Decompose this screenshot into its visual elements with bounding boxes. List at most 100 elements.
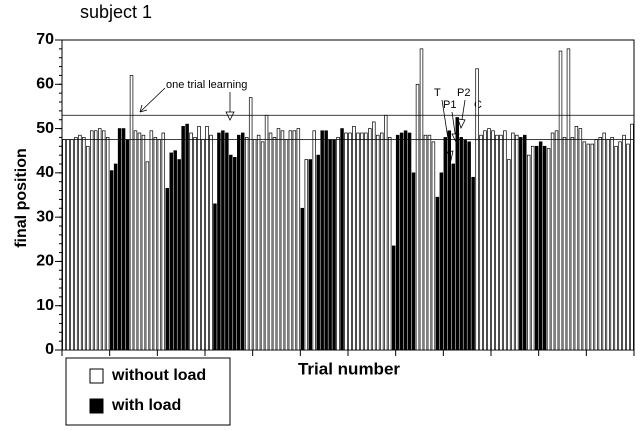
bar xyxy=(149,130,154,351)
bar xyxy=(495,134,499,351)
bar xyxy=(407,132,412,351)
bar xyxy=(209,134,213,351)
bar xyxy=(372,121,376,351)
bar xyxy=(233,157,237,351)
bar xyxy=(241,132,245,351)
bar xyxy=(90,130,94,351)
y-tick-label: 20 xyxy=(36,253,54,270)
bar xyxy=(121,128,126,351)
bar xyxy=(109,170,114,351)
bar xyxy=(185,123,189,351)
bar xyxy=(427,134,432,351)
bar xyxy=(129,75,134,351)
legend-swatch xyxy=(89,368,104,384)
annotation: P1 xyxy=(443,99,456,111)
bar xyxy=(145,161,150,351)
bar xyxy=(137,132,142,351)
bar xyxy=(364,132,368,351)
bar xyxy=(213,203,217,351)
bar xyxy=(467,141,471,351)
bar xyxy=(558,50,563,351)
annotation: one trial learning xyxy=(166,79,247,91)
bar xyxy=(94,130,98,351)
bar xyxy=(614,145,618,351)
bar xyxy=(141,134,146,351)
bar xyxy=(74,137,78,351)
bar xyxy=(463,139,467,351)
bar xyxy=(284,139,289,351)
bar xyxy=(344,132,348,351)
bar xyxy=(423,134,428,351)
bar xyxy=(221,130,225,351)
bar xyxy=(519,137,523,351)
bar xyxy=(395,134,400,351)
bar xyxy=(526,154,531,351)
bar xyxy=(578,128,583,351)
legend-label: with load xyxy=(111,397,181,414)
bar xyxy=(475,68,479,351)
bar xyxy=(193,137,197,351)
bar xyxy=(248,97,253,351)
bar xyxy=(312,130,316,351)
y-tick-label: 0 xyxy=(45,341,54,358)
y-tick-label: 60 xyxy=(36,76,54,93)
bar xyxy=(316,154,320,351)
bar xyxy=(201,139,205,351)
bar xyxy=(272,137,277,351)
bar xyxy=(546,148,551,351)
bar xyxy=(376,134,380,351)
bar xyxy=(538,141,543,351)
bar xyxy=(415,83,420,351)
bar xyxy=(252,139,257,351)
bar xyxy=(511,132,515,351)
bar xyxy=(328,139,332,351)
bar xyxy=(574,126,579,351)
bar xyxy=(260,141,265,351)
bar xyxy=(97,128,102,351)
bar xyxy=(384,114,388,351)
legend-swatch xyxy=(89,398,104,414)
bar xyxy=(336,137,340,351)
bar xyxy=(515,134,519,351)
bar xyxy=(62,139,66,351)
bar xyxy=(435,196,440,351)
bar xyxy=(360,132,364,351)
bar xyxy=(451,163,455,351)
bar xyxy=(105,137,110,351)
bar xyxy=(308,159,312,351)
bar xyxy=(320,130,324,351)
bar xyxy=(244,137,249,351)
bar xyxy=(582,141,587,351)
bar xyxy=(403,130,408,351)
bar xyxy=(189,132,193,351)
bar xyxy=(483,130,487,351)
bar xyxy=(523,134,527,351)
bar xyxy=(217,132,221,351)
bar xyxy=(324,130,328,351)
y-axis-label: final position xyxy=(13,148,30,248)
bar xyxy=(471,176,475,351)
bar xyxy=(570,137,575,351)
bar xyxy=(566,48,571,351)
bar xyxy=(499,134,503,351)
bar xyxy=(602,132,606,351)
bar xyxy=(352,126,356,351)
legend-label: without load xyxy=(111,367,206,384)
bar xyxy=(550,132,555,351)
bar xyxy=(447,130,452,351)
bar xyxy=(101,130,106,351)
bar xyxy=(268,132,273,351)
bar xyxy=(165,188,169,351)
bar xyxy=(133,130,138,351)
bar xyxy=(113,163,118,351)
bar xyxy=(181,126,185,351)
bar xyxy=(78,134,82,351)
bar xyxy=(332,139,336,351)
bar xyxy=(237,134,241,351)
bar xyxy=(399,132,404,351)
bar xyxy=(197,126,201,351)
bar xyxy=(479,134,483,351)
bar xyxy=(459,137,463,351)
bar xyxy=(630,123,634,351)
